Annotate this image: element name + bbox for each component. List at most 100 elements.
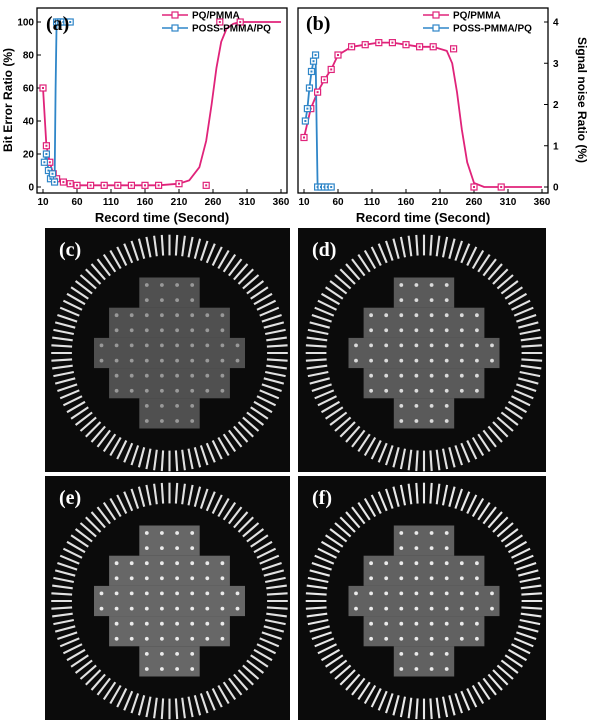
data-spot bbox=[459, 591, 464, 596]
ring-spoke bbox=[363, 249, 377, 270]
data-spot bbox=[114, 621, 119, 626]
data-spot bbox=[429, 561, 434, 566]
ring-spoke bbox=[264, 370, 286, 378]
data-spot bbox=[190, 298, 195, 302]
ring-spoke bbox=[217, 249, 230, 270]
ring-spoke bbox=[102, 254, 117, 273]
ring-spoke bbox=[53, 370, 75, 378]
ring-spoke bbox=[317, 299, 337, 311]
data-spot bbox=[144, 652, 149, 656]
ring-spoke bbox=[130, 240, 140, 261]
ring-spoke bbox=[454, 240, 463, 261]
ring-spoke bbox=[357, 502, 371, 521]
ring-spoke bbox=[519, 576, 541, 584]
ring-spoke bbox=[256, 395, 277, 407]
data-page bbox=[94, 525, 245, 677]
data-spot bbox=[399, 652, 404, 656]
ring-spoke bbox=[482, 677, 497, 696]
ring-spoke bbox=[516, 383, 537, 392]
ring-spoke bbox=[471, 436, 485, 457]
ring-spoke bbox=[253, 400, 273, 414]
data-spot bbox=[114, 561, 119, 566]
data-spot bbox=[429, 298, 434, 302]
ring-spoke bbox=[320, 400, 341, 414]
data-spot bbox=[384, 328, 389, 333]
data-spot bbox=[459, 343, 464, 348]
data-spot bbox=[190, 358, 195, 363]
data-spot bbox=[399, 419, 404, 423]
series-line-pq-pmma bbox=[42, 21, 281, 187]
ring-spoke bbox=[52, 364, 73, 370]
data-spot bbox=[444, 373, 449, 378]
radial-ring-pattern bbox=[51, 234, 288, 472]
ring-spoke bbox=[85, 268, 102, 285]
data-spot bbox=[444, 576, 449, 581]
data-spot bbox=[129, 388, 134, 393]
ring-spoke bbox=[351, 258, 366, 277]
ring-spoke bbox=[392, 238, 400, 259]
data-spot bbox=[205, 636, 210, 641]
ring-spoke bbox=[460, 442, 471, 463]
ring-spoke bbox=[516, 631, 537, 640]
data-spot bbox=[175, 283, 180, 287]
data-spot bbox=[429, 283, 434, 287]
ring-spoke bbox=[130, 693, 140, 714]
data-point-marker-core bbox=[103, 184, 106, 187]
data-spot bbox=[129, 561, 134, 566]
data-spot bbox=[369, 313, 373, 318]
data-spot bbox=[399, 343, 404, 348]
ring-spoke bbox=[59, 389, 80, 400]
ring-spoke bbox=[511, 643, 531, 655]
ring-spoke bbox=[237, 516, 254, 533]
data-spot bbox=[144, 283, 149, 287]
data-spot bbox=[429, 531, 434, 535]
data-spot bbox=[399, 373, 404, 378]
x-tick-label: 310 bbox=[239, 197, 256, 208]
data-spot bbox=[369, 343, 373, 348]
data-spot bbox=[220, 328, 225, 333]
data-spot bbox=[144, 606, 149, 611]
data-spot bbox=[160, 667, 164, 671]
ring-spoke bbox=[59, 306, 80, 317]
data-spot bbox=[144, 667, 149, 671]
chart-b-panel-label: (b) bbox=[306, 13, 330, 35]
ring-spoke bbox=[307, 576, 329, 584]
ring-spoke bbox=[233, 425, 249, 443]
ring-spoke bbox=[345, 511, 361, 529]
data-spot bbox=[190, 576, 195, 581]
ring-spoke bbox=[520, 364, 542, 370]
data-point-marker-core bbox=[42, 87, 44, 89]
ring-spoke bbox=[52, 336, 73, 342]
data-page-block bbox=[139, 525, 200, 556]
ring-spoke bbox=[320, 648, 341, 662]
ring-spoke bbox=[193, 238, 202, 259]
ring-spoke bbox=[174, 698, 179, 720]
data-spot bbox=[354, 606, 358, 611]
ring-spoke bbox=[504, 286, 523, 300]
data-point-marker-core bbox=[69, 21, 72, 23]
ring-spoke bbox=[250, 654, 269, 668]
ring-spoke bbox=[329, 411, 348, 426]
data-spot bbox=[475, 373, 479, 378]
data-point-marker-core bbox=[310, 70, 313, 73]
ring-spoke bbox=[399, 696, 407, 718]
data-spot bbox=[190, 561, 195, 566]
data-spot bbox=[429, 404, 434, 408]
data-page bbox=[348, 525, 500, 677]
x-tick-label: 60 bbox=[332, 197, 344, 208]
data-spot bbox=[429, 652, 434, 656]
data-spot bbox=[190, 419, 195, 423]
ring-spoke bbox=[482, 506, 497, 525]
ring-spoke bbox=[357, 254, 371, 273]
ring-spoke bbox=[492, 516, 509, 533]
data-spot bbox=[429, 591, 434, 596]
data-spot bbox=[129, 373, 134, 378]
ring-spoke bbox=[160, 450, 165, 472]
data-point-marker-core bbox=[418, 45, 421, 48]
data-spot bbox=[175, 343, 180, 348]
data-spot bbox=[175, 667, 180, 671]
data-point-marker-core bbox=[144, 184, 146, 187]
data-spot bbox=[160, 404, 164, 408]
ring-spoke bbox=[305, 358, 327, 362]
